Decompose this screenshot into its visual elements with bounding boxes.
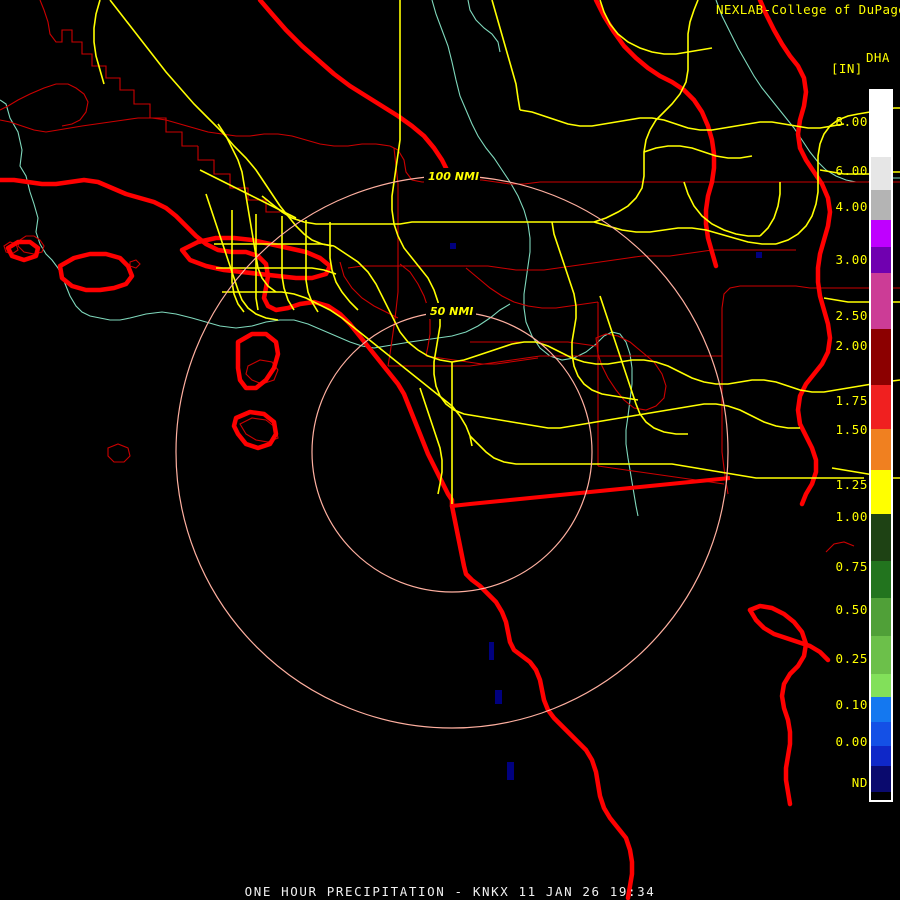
- colorbar-swatch: [871, 470, 891, 514]
- colorbar-tick: 2.50: [835, 308, 868, 323]
- colorbar-swatch: [871, 190, 891, 220]
- colorbar-tick: 0.10: [835, 697, 868, 712]
- colorbar-tick: ND: [851, 775, 868, 790]
- range-ring-100nmi-label-bg: [424, 168, 480, 184]
- colorbar-swatch: [871, 157, 891, 190]
- colorbar-swatch: [871, 697, 891, 722]
- range-ring-100nmi-label: 100 NMI: [428, 170, 479, 183]
- status-bar: ONE HOUR PRECIPITATION - KNKX 11 JAN 26 …: [244, 884, 656, 899]
- colorbar-tick: 1.00: [835, 509, 868, 524]
- colorbar-swatch: [871, 722, 891, 746]
- colorbar-tick: 0.00: [835, 734, 868, 749]
- highway-layer: [93, 0, 900, 504]
- colorbar-swatch: [871, 329, 891, 385]
- colorbar-tick: 8.00: [835, 114, 868, 129]
- colorbar-swatch: [871, 385, 891, 429]
- colorbar-tick: 4.00: [835, 199, 868, 214]
- colorbar-swatch: [871, 220, 891, 247]
- colorbar-swatch: [871, 792, 891, 800]
- colorbar-swatch: [871, 91, 891, 157]
- colorbar-tick: 0.25: [835, 651, 868, 666]
- colorbar-tick: 6.00: [835, 163, 868, 178]
- units-label: [IN]: [831, 61, 863, 76]
- range-ring-50nmi-label-bg: [426, 303, 476, 319]
- coastline-layer: [0, 0, 833, 900]
- colorbar-swatch: [871, 273, 891, 329]
- colorbar-tick: 3.00: [835, 252, 868, 267]
- colorbar-tick: 0.50: [835, 602, 868, 617]
- colorbar-swatch: [871, 746, 891, 766]
- range-ring-50nmi-label: 50 NMI: [430, 305, 473, 318]
- colorbar[interactable]: [869, 89, 893, 802]
- colorbar-tick: 1.25: [835, 477, 868, 492]
- colorbar-swatch: [871, 561, 891, 598]
- colorbar-swatch: [871, 429, 891, 470]
- colorbar-tick: 2.00: [835, 338, 868, 353]
- colorbar-tick-labels: 8.00 6.00 4.00 3.00 2.50 2.00 1.75 1.50 1.25 1.00…: [826, 89, 868, 802]
- colorbar-swatch: [871, 674, 891, 697]
- colorbar-tick: 1.75: [835, 393, 868, 408]
- colorbar-swatch: [871, 636, 891, 674]
- colorbar-tick: 1.50: [835, 422, 868, 437]
- colorbar-swatch: [871, 514, 891, 561]
- colorbar-swatch: [871, 766, 891, 792]
- colorbar-swatch: [871, 598, 891, 636]
- source-title: NEXLAB-College of DuPage R: [716, 2, 900, 17]
- colorbar-tick: 0.75: [835, 559, 868, 574]
- colorbar-swatch: [871, 247, 891, 273]
- product-abbrev-label: DHA: [866, 50, 890, 65]
- international-border: [451, 476, 731, 508]
- radar-echo-layer: [450, 243, 762, 780]
